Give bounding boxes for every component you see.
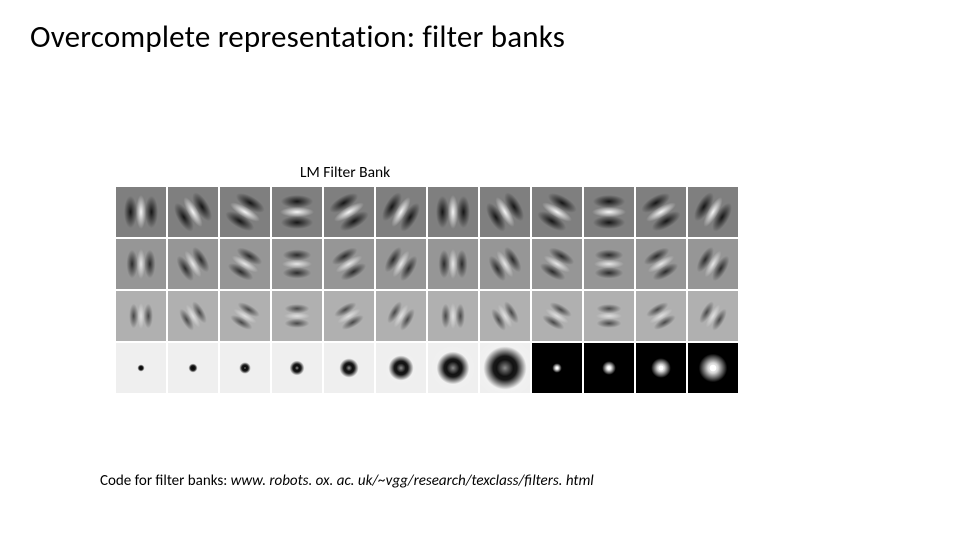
filter-bank-grid	[116, 187, 738, 393]
filter-log-3	[272, 343, 322, 393]
filter-gauss-0	[532, 343, 582, 393]
filter-oriented-r0-g0-a0	[116, 187, 166, 237]
filter-oriented-r1-g0-a4	[324, 239, 374, 289]
filter-oriented-r0-g0-a3	[272, 187, 322, 237]
filter-oriented-r2-g0-a5	[376, 291, 426, 341]
filter-oriented-r1-g0-a2	[220, 239, 270, 289]
filter-oriented-r0-g1-a1	[480, 187, 530, 237]
filter-oriented-r2-g0-a1	[168, 291, 218, 341]
filter-oriented-r2-g0-a3	[272, 291, 322, 341]
filter-oriented-r2-g1-a2	[532, 291, 582, 341]
filter-oriented-r2-g1-a3	[584, 291, 634, 341]
filter-oriented-r1-g0-a1	[168, 239, 218, 289]
footer-text: Code for filter banks: www. robots. ox. …	[100, 472, 594, 490]
filter-oriented-r1-g1-a0	[428, 239, 478, 289]
filter-oriented-r1-g0-a5	[376, 239, 426, 289]
filter-gauss-1	[584, 343, 634, 393]
filter-oriented-r0-g1-a0	[428, 187, 478, 237]
filter-oriented-r1-g1-a5	[688, 239, 738, 289]
filter-oriented-r0-g1-a4	[636, 187, 686, 237]
filter-log-1	[168, 343, 218, 393]
filter-oriented-r0-g0-a2	[220, 187, 270, 237]
filter-oriented-r0-g0-a1	[168, 187, 218, 237]
filter-log-2	[220, 343, 270, 393]
filter-gauss-2	[636, 343, 686, 393]
filter-gauss-3	[688, 343, 738, 393]
page-title: Overcomplete representation: filter bank…	[30, 18, 565, 56]
filter-oriented-r2-g0-a4	[324, 291, 374, 341]
filter-oriented-r0-g1-a5	[688, 187, 738, 237]
filter-oriented-r2-g1-a5	[688, 291, 738, 341]
filter-log-5	[376, 343, 426, 393]
filter-oriented-r1-g1-a3	[584, 239, 634, 289]
filter-oriented-r0-g1-a2	[532, 187, 582, 237]
filter-oriented-r0-g1-a3	[584, 187, 634, 237]
filter-oriented-r1-g1-a4	[636, 239, 686, 289]
filter-oriented-r1-g0-a3	[272, 239, 322, 289]
footer-url: www. robots. ox. ac. uk/~vgg/research/te…	[231, 472, 594, 490]
footer-label: Code for filter banks:	[100, 472, 231, 490]
filter-log-4	[324, 343, 374, 393]
filter-oriented-r1-g1-a1	[480, 239, 530, 289]
filter-oriented-r2-g1-a4	[636, 291, 686, 341]
subtitle: LM Filter Bank	[300, 163, 390, 182]
filter-log-7	[480, 343, 530, 393]
filter-oriented-r1-g0-a0	[116, 239, 166, 289]
filter-oriented-r2-g0-a2	[220, 291, 270, 341]
filter-oriented-r2-g1-a1	[480, 291, 530, 341]
filter-log-0	[116, 343, 166, 393]
filter-log-6	[428, 343, 478, 393]
filter-oriented-r2-g0-a0	[116, 291, 166, 341]
filter-oriented-r0-g0-a4	[324, 187, 374, 237]
filter-oriented-r1-g1-a2	[532, 239, 582, 289]
filter-oriented-r0-g0-a5	[376, 187, 426, 237]
filter-oriented-r2-g1-a0	[428, 291, 478, 341]
